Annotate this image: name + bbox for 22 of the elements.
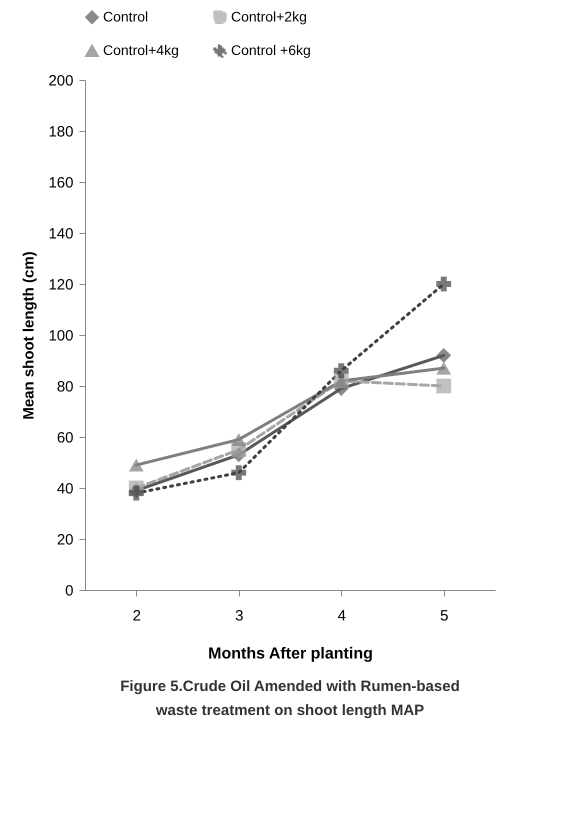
legend-label: Control bbox=[103, 8, 148, 24]
x-tick-label: 3 bbox=[235, 608, 244, 624]
x-axis-title: Months After planting bbox=[208, 646, 373, 662]
y-tick-label: 40 bbox=[56, 480, 74, 498]
y-tick-label: 140 bbox=[48, 226, 74, 242]
y-tick-label: 160 bbox=[48, 174, 74, 192]
text: Figure 5.Crude Oil Amended with Rumen-based waste treatment on shoot length MAP bbox=[120, 678, 460, 719]
legend-label: Control+4kg bbox=[103, 42, 179, 58]
y-tick-label: 100 bbox=[48, 328, 74, 344]
y-tick-label: 120 bbox=[48, 276, 74, 294]
legend-label: Control +6kg bbox=[231, 42, 311, 58]
y-tick-label: 80 bbox=[56, 378, 74, 396]
x-tick-label: 5 bbox=[440, 608, 448, 624]
y-tick-label: 60 bbox=[56, 430, 74, 446]
x-tick-label: 4 bbox=[338, 608, 346, 624]
y-tick-label: 180 bbox=[48, 124, 74, 140]
y-tick-label: 0 bbox=[65, 582, 74, 600]
y-tick-label: 20 bbox=[56, 532, 74, 548]
legend-label: Control+2kg bbox=[231, 8, 307, 24]
x-tick-label: 2 bbox=[132, 608, 141, 624]
y-tick-label: 200 bbox=[48, 72, 74, 90]
y-axis-title: Mean shoot length (cm) bbox=[20, 251, 38, 420]
